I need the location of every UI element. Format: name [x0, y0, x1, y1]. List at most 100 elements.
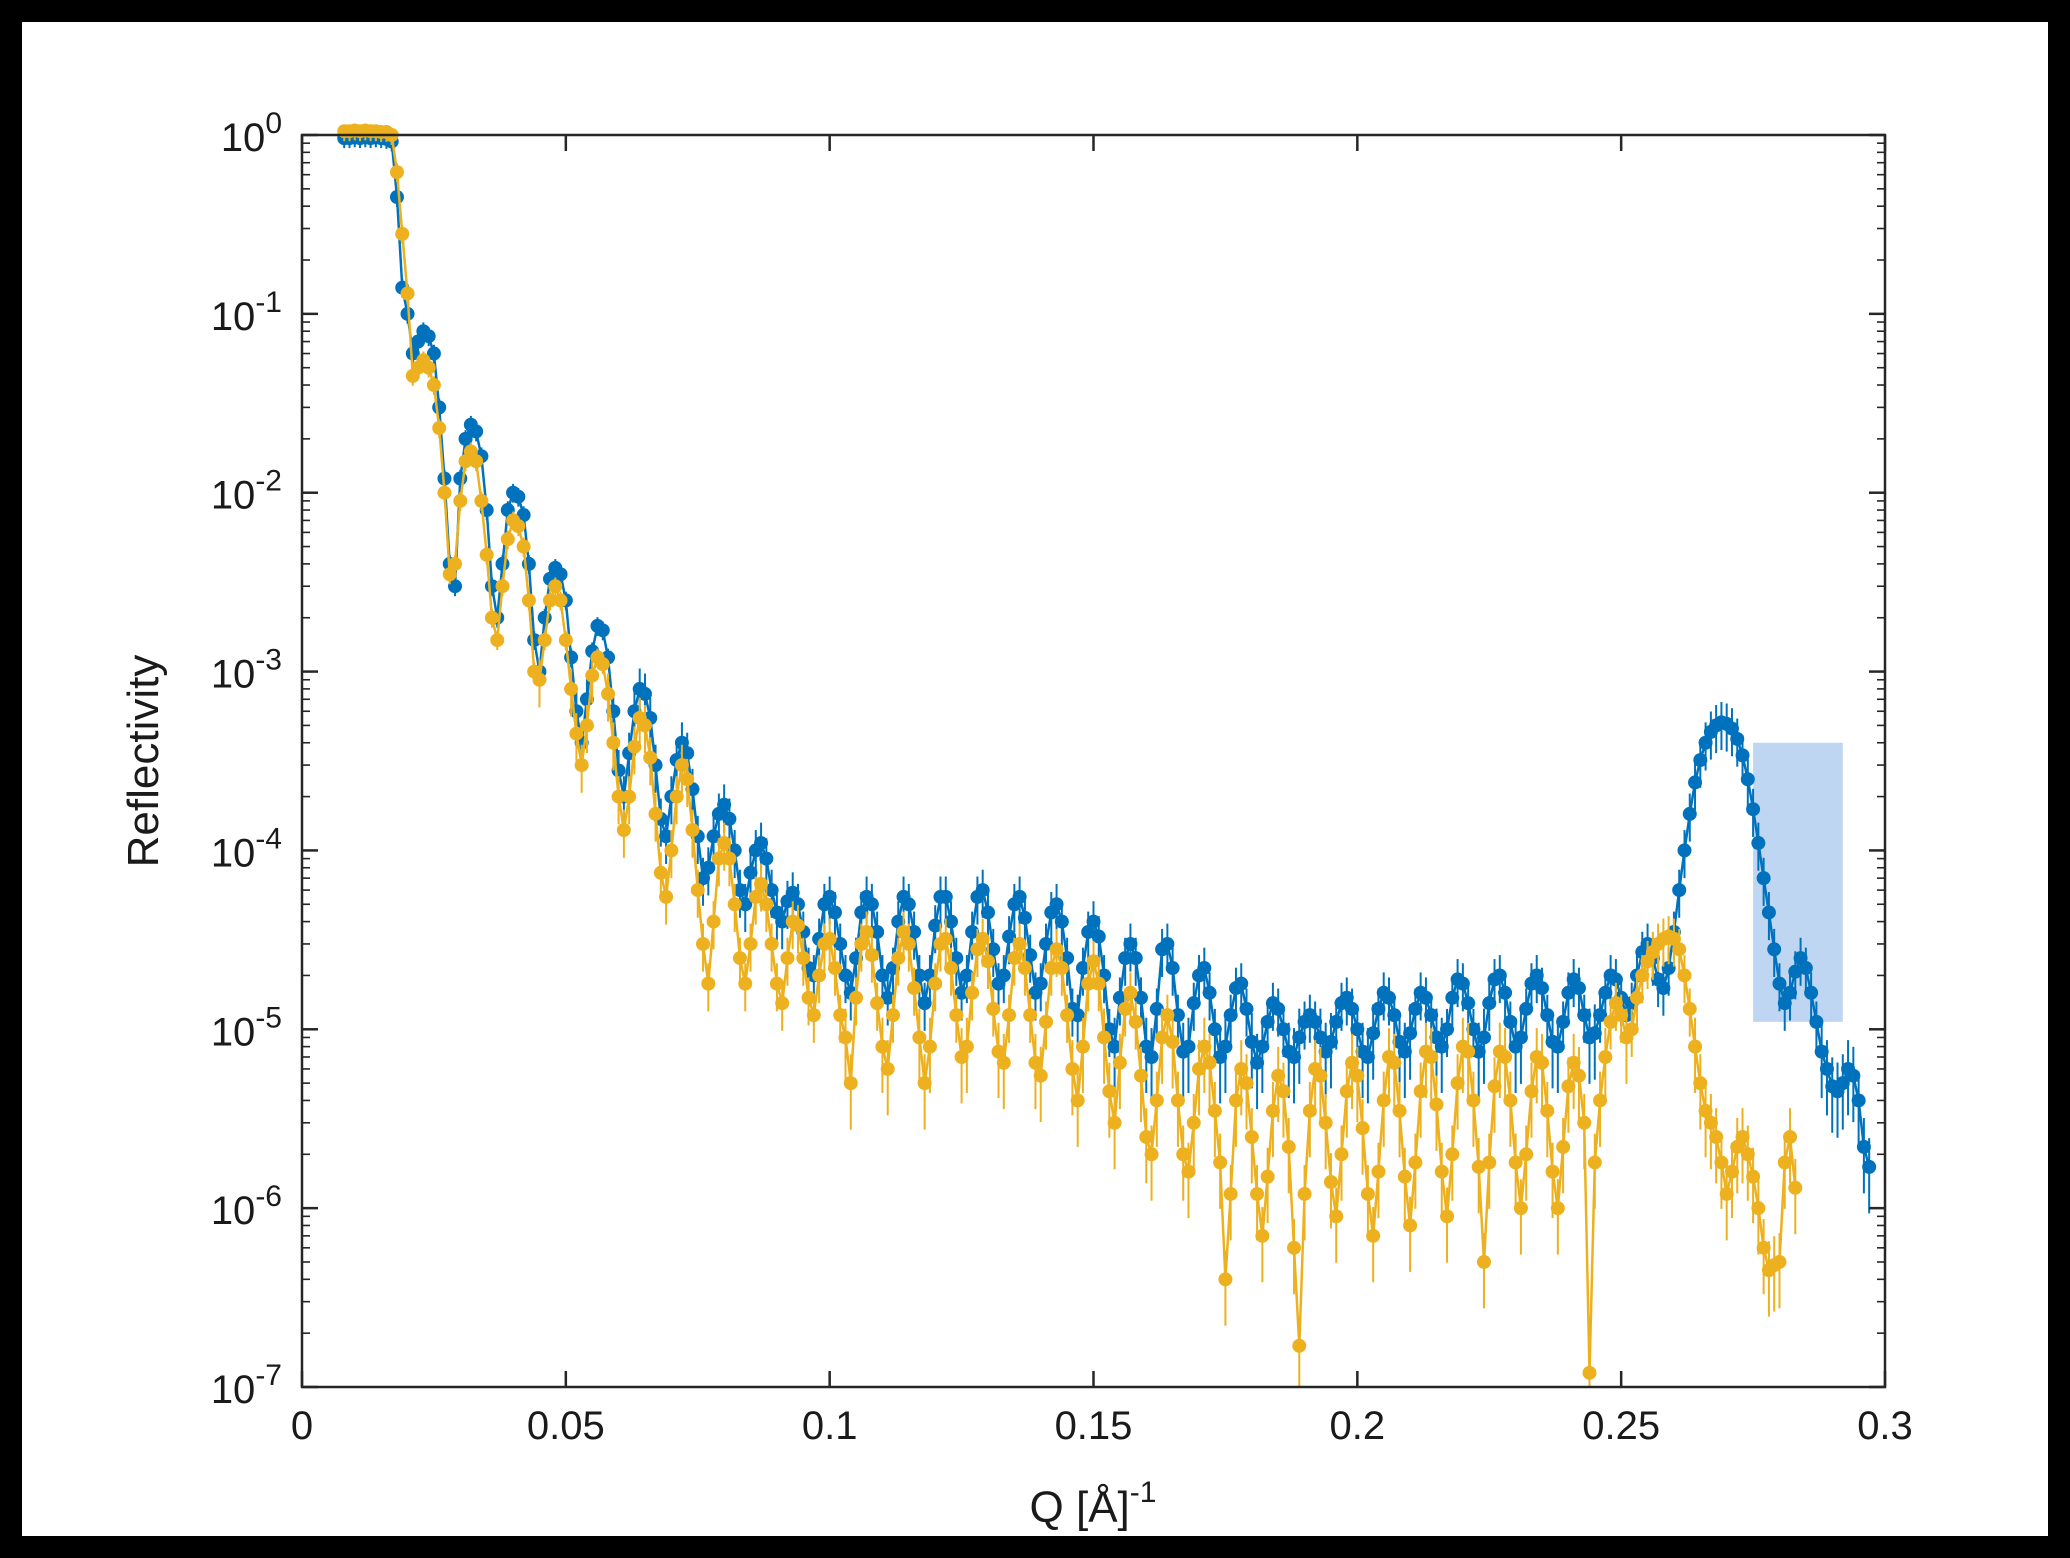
series-1-point — [1471, 1044, 1486, 1059]
series-2-point — [938, 931, 953, 946]
series-1-point — [1070, 1008, 1085, 1023]
series-2-point — [1783, 1129, 1798, 1144]
series-2-point — [1487, 1079, 1502, 1094]
series-2-point — [1714, 1155, 1729, 1170]
series-1-point — [1698, 735, 1713, 750]
series-2-point — [395, 226, 410, 241]
series-2-point — [659, 889, 674, 904]
series-2-point — [1276, 1084, 1291, 1099]
series-2-point — [827, 961, 842, 976]
series-1-point — [1054, 914, 1069, 929]
series-1-point — [1244, 1034, 1259, 1049]
series-2-point — [891, 951, 906, 966]
series-layer — [337, 123, 1877, 1387]
series-2-point — [558, 633, 573, 648]
series-2-point — [601, 686, 616, 701]
series-1-point — [912, 968, 927, 983]
series-2-point — [843, 1076, 858, 1091]
series-1-point — [1323, 1034, 1338, 1049]
series-1-point — [1181, 1039, 1196, 1054]
series-1-point — [1519, 1001, 1534, 1016]
series-2-point — [1302, 1103, 1317, 1118]
series-1-point — [1234, 976, 1249, 991]
series-2-point — [1329, 1209, 1344, 1224]
series-2-point — [1265, 1103, 1280, 1118]
series-2-point — [643, 750, 658, 765]
series-2-point — [1318, 1115, 1333, 1130]
series-1-point — [511, 489, 526, 504]
series-2-point — [685, 823, 700, 838]
series-2-point — [637, 718, 652, 733]
series-2-point — [965, 985, 980, 1000]
series-2-point — [1218, 1272, 1233, 1287]
series-2-point — [500, 532, 515, 547]
series-2-point — [1466, 1093, 1481, 1108]
series-2-point — [1239, 1076, 1254, 1091]
series-2-point — [1223, 1186, 1238, 1201]
series-2-point — [1060, 1008, 1075, 1023]
series-2-point — [611, 789, 626, 804]
series-1-point — [495, 556, 510, 571]
series-2-point — [854, 936, 869, 951]
series-1-point — [928, 918, 943, 933]
series-2-point — [548, 579, 563, 594]
series-1-point — [1002, 929, 1017, 944]
series-1-point — [1445, 990, 1460, 1005]
series-2-point — [1756, 1240, 1771, 1255]
series-1-point — [1598, 985, 1613, 1000]
series-1-point — [954, 985, 969, 1000]
series-2-point — [680, 772, 695, 787]
series-1-point — [1571, 981, 1586, 996]
series-2-point — [1535, 1055, 1550, 1070]
series-1-point — [1862, 1159, 1877, 1174]
series-1-point — [1556, 1014, 1571, 1029]
series-2-point — [1165, 1034, 1180, 1049]
series-2-point — [959, 1039, 974, 1054]
y-axis-label: Reflectivity — [119, 655, 168, 868]
series-1-point — [1112, 990, 1127, 1005]
series-2-point — [1271, 1068, 1286, 1083]
series-2-point — [1709, 1129, 1724, 1144]
series-2-point — [1133, 1068, 1148, 1083]
series-1-point — [1165, 961, 1180, 976]
series-1-point — [1440, 1022, 1455, 1037]
series-1-point — [1202, 985, 1217, 1000]
series-2-point — [437, 485, 452, 500]
series-1-point — [1798, 961, 1813, 976]
series-1-point — [754, 836, 769, 851]
series-2-point — [1777, 1155, 1792, 1170]
series-2-point — [764, 936, 779, 951]
series-2-point — [1123, 985, 1138, 1000]
series-2-point — [1323, 1175, 1338, 1190]
series-1-point — [1851, 1093, 1866, 1108]
series-2-point — [1097, 1030, 1112, 1045]
series-2-point — [1666, 931, 1681, 946]
series-1-point — [732, 883, 747, 898]
series-2-point — [1250, 1186, 1265, 1201]
series-2-point — [1197, 1039, 1212, 1054]
series-2-point — [1593, 1093, 1608, 1108]
y-tick-label: 10-2 — [211, 465, 282, 518]
series-2-point — [1746, 1169, 1761, 1184]
series-2-point — [1234, 1061, 1249, 1076]
series-2-point — [1582, 1365, 1597, 1380]
series-2-point — [791, 918, 806, 933]
series-1-point — [1466, 1022, 1481, 1037]
x-axis-label-text: Q [Å] — [1030, 1483, 1130, 1532]
series-2-point — [754, 876, 769, 891]
series-2-point — [1672, 942, 1687, 957]
series-2-point — [1360, 1186, 1375, 1201]
series-2-point — [1070, 1093, 1085, 1108]
series-2-point — [717, 836, 732, 851]
series-1-point — [1767, 942, 1782, 957]
series-2-point — [1181, 1164, 1196, 1179]
series-2-point — [1471, 1159, 1486, 1174]
series-1-point — [400, 306, 415, 321]
series-2-point — [453, 493, 468, 508]
series-1-point — [500, 503, 515, 518]
series-2-point — [1682, 1001, 1697, 1016]
series-2-point — [1192, 1061, 1207, 1076]
series-1-point — [453, 471, 468, 486]
series-1-point — [1777, 996, 1792, 1011]
